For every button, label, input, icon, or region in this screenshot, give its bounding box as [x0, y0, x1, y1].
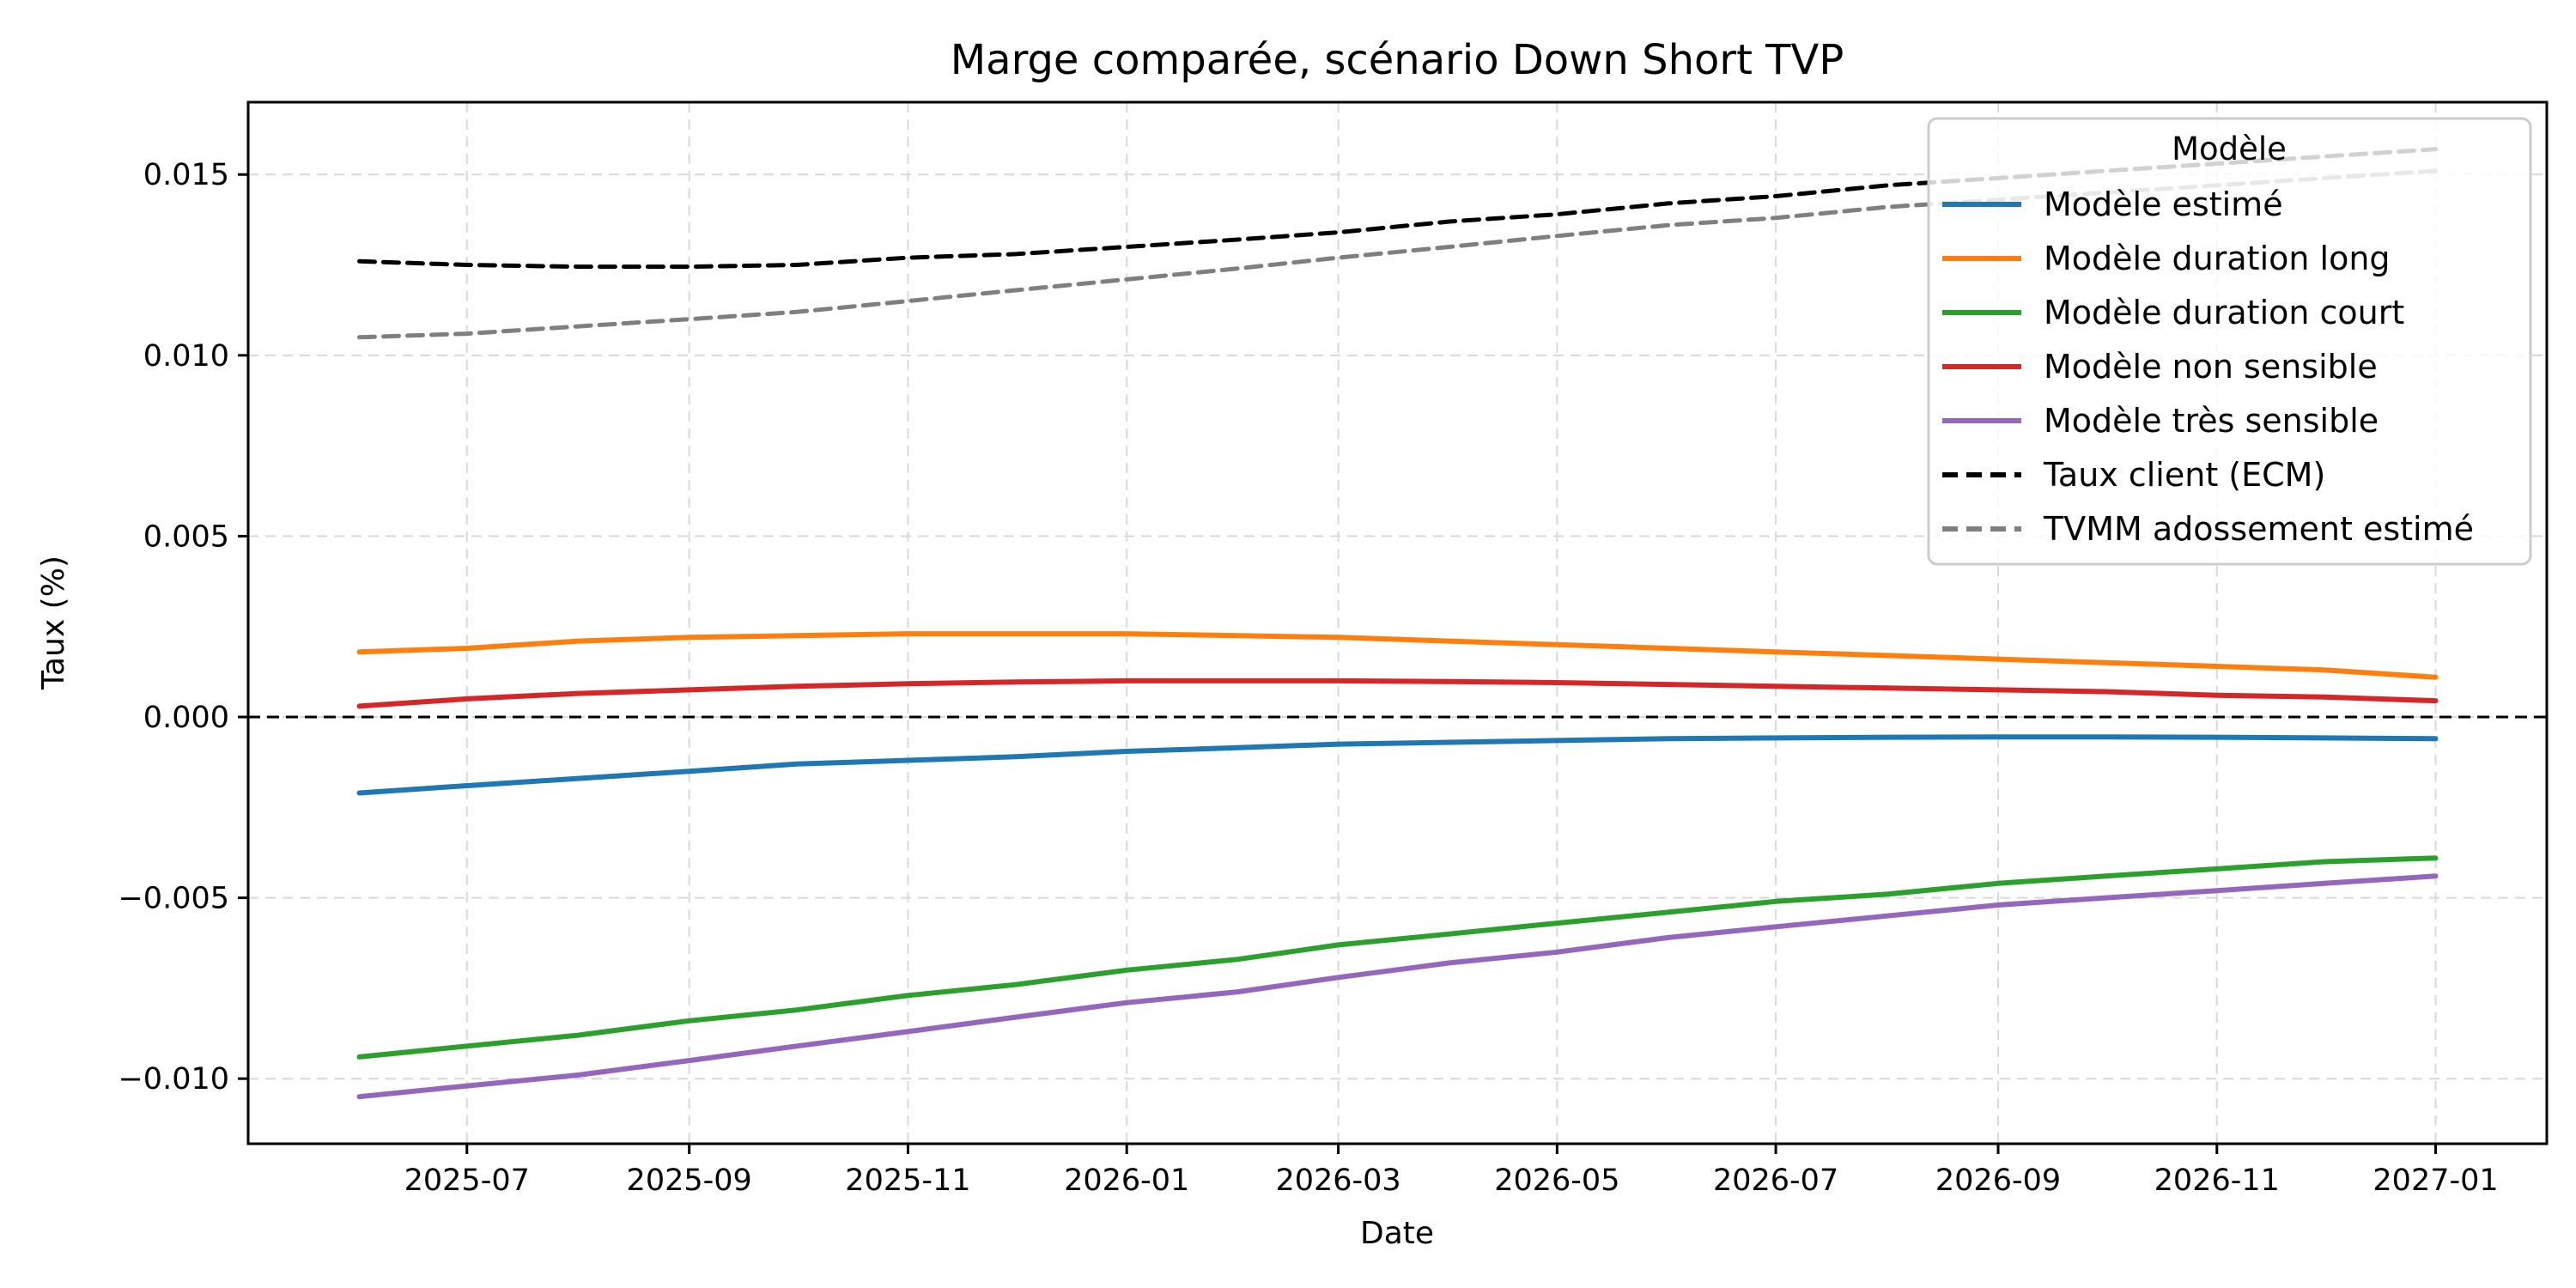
legend-label: Modèle duration long: [2044, 240, 2391, 277]
legend-label: TVMM adossement estimé: [2043, 510, 2474, 548]
chart-title: Marge comparée, scénario Down Short TVP: [951, 36, 1844, 84]
legend: Modèle Modèle estimé Modèle duration long…: [1927, 117, 2532, 566]
y-tick-label: 0.010: [143, 339, 229, 374]
y-tick-label: −0.005: [118, 882, 229, 916]
x-tick-label: 2026-05: [1494, 1163, 1619, 1198]
series-line-3: [356, 677, 2439, 709]
x-tick-label: 2025-09: [627, 1163, 752, 1198]
y-tick-label: 0.000: [143, 701, 229, 735]
series-line-1: [356, 631, 2439, 680]
y-axis-ticks: 0.015 0.010 0.005 0.000 −0.005 −0.010: [118, 158, 248, 1097]
y-tick-label: −0.010: [118, 1062, 229, 1097]
legend-items: Modèle estimé Modèle duration long Modèle …: [1942, 185, 2474, 548]
legend-label: Taux client (ECM): [2043, 456, 2325, 494]
series-line-2: [356, 855, 2439, 1060]
y-tick-label: 0.005: [143, 519, 229, 554]
x-axis-ticks: 2025-07 2025-09 2025-11 2026-01 2026-03 2026-…: [404, 1144, 2499, 1198]
x-tick-label: 2025-07: [404, 1163, 530, 1198]
x-tick-label: 2025-11: [845, 1163, 970, 1198]
legend-label: Modèle non sensible: [2044, 348, 2378, 386]
y-axis-label: Taux (%): [36, 556, 71, 690]
x-axis-label: Date: [1360, 1216, 1434, 1251]
legend-title: Modèle: [2172, 131, 2287, 167]
legend-frame: [1927, 117, 2532, 566]
series-line-0: [356, 734, 2439, 796]
legend-label: Modèle estimé: [2044, 185, 2283, 223]
x-tick-label: 2026-01: [1064, 1163, 1189, 1198]
legend-label: Modèle très sensible: [2044, 402, 2379, 440]
x-tick-label: 2026-07: [1713, 1163, 1838, 1198]
x-tick-label: 2027-01: [2372, 1163, 2498, 1198]
y-tick-label: 0.015: [143, 158, 229, 192]
x-tick-label: 2026-09: [1935, 1163, 2061, 1198]
legend-label: Modèle duration court: [2044, 294, 2404, 331]
series-line-4: [356, 873, 2439, 1100]
x-tick-label: 2026-03: [1275, 1163, 1400, 1198]
plot-area-frame: [246, 100, 2549, 1145]
x-tick-label: 2026-11: [2154, 1163, 2280, 1198]
